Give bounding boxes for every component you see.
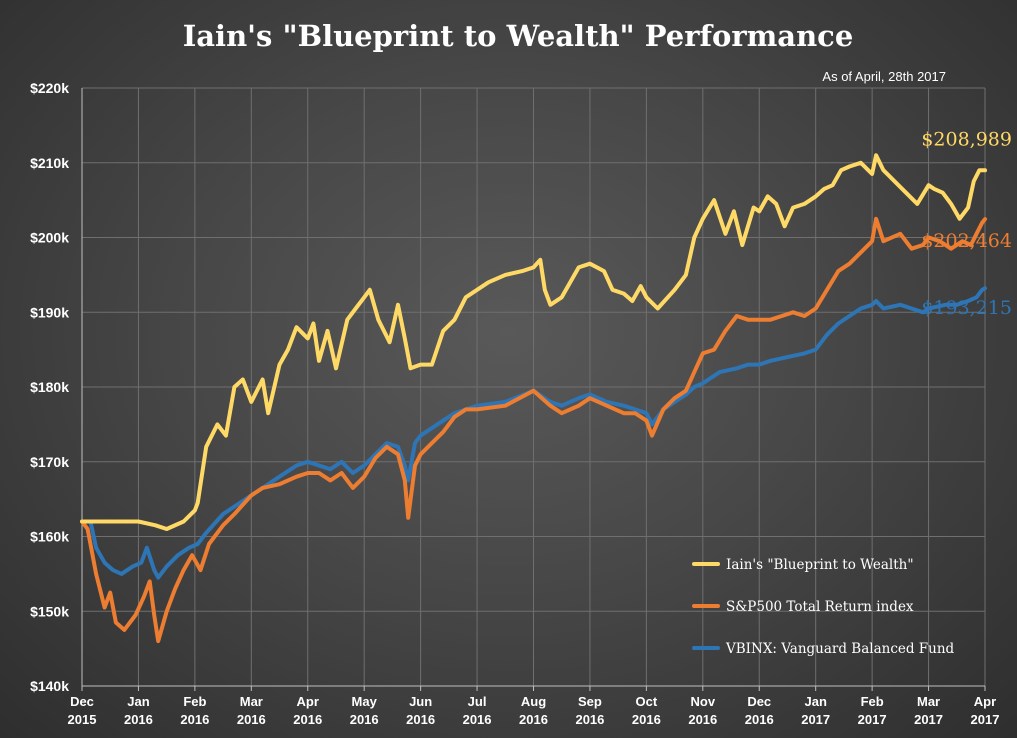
x-tick-year: 2017 <box>971 712 1000 727</box>
x-tick-month: Jun <box>409 694 432 709</box>
x-tick-year: 2015 <box>68 712 97 727</box>
y-tick-label: $150k <box>30 603 69 619</box>
y-tick-label: $160k <box>30 529 69 545</box>
x-tick-year: 2017 <box>858 712 887 727</box>
y-tick-label: $180k <box>30 379 69 395</box>
x-tick-year: 2017 <box>914 712 943 727</box>
x-tick-year: 2016 <box>463 712 492 727</box>
series-line <box>80 216 987 644</box>
x-tick-year: 2016 <box>575 712 604 727</box>
x-tick-month: Mar <box>240 694 263 709</box>
y-tick-label: $170k <box>30 454 69 470</box>
y-tick-label: $220k <box>30 80 69 96</box>
x-tick-year: 2016 <box>688 712 717 727</box>
x-tick-month: Feb <box>183 694 206 709</box>
series-line <box>80 286 987 580</box>
x-tick-month: May <box>352 694 378 709</box>
series-lines <box>80 153 987 644</box>
y-tick-label: $210k <box>30 155 69 171</box>
x-tick-month: Feb <box>861 694 884 709</box>
x-tick-month: Apr <box>297 694 319 709</box>
end-value-labels: $208,989 $202,464 $193,215 <box>921 128 1012 319</box>
chart-subtitle: As of April, 28th 2017 <box>822 69 946 84</box>
x-tick-month: Mar <box>917 694 940 709</box>
x-tick-year: 2016 <box>293 712 322 727</box>
x-tick-year: 2016 <box>180 712 209 727</box>
x-tick-month: Jul <box>468 694 487 709</box>
x-tick-month: Dec <box>747 694 771 709</box>
series-end-label: $208,989 <box>921 128 1012 150</box>
axes <box>81 88 986 691</box>
legend-label: S&P500 Total Return index <box>726 599 914 615</box>
x-tick-month: Nov <box>691 694 716 709</box>
y-tick-label: $200k <box>30 230 69 246</box>
x-tick-year: 2016 <box>745 712 774 727</box>
y-axis-ticks: $140k $150k $160k $170k $180k $190k $200k $210k… <box>30 80 69 694</box>
x-tick-year: 2017 <box>801 712 830 727</box>
x-tick-month: Sep <box>578 694 602 709</box>
x-tick-year: 2016 <box>124 712 153 727</box>
x-tick-month: Jan <box>804 694 826 709</box>
x-tick-month: Oct <box>636 694 658 709</box>
series-end-label: $202,464 <box>921 230 1012 252</box>
x-tick-month: Jan <box>127 694 149 709</box>
x-tick-year: 2016 <box>237 712 266 727</box>
legend-label: VBINX: Vanguard Balanced Fund <box>725 641 955 657</box>
x-axis-ticks: Dec 2015 Jan 2016 Feb 2016 Mar 2016 Apr 2016 May 20… <box>68 694 1000 727</box>
x-tick-month: Dec <box>70 694 94 709</box>
y-tick-label: $190k <box>30 304 69 320</box>
gridlines <box>82 87 986 686</box>
x-tick-year: 2016 <box>350 712 379 727</box>
x-tick-year: 2016 <box>406 712 435 727</box>
x-tick-month: Apr <box>974 694 996 709</box>
y-tick-label: $140k <box>30 678 69 694</box>
x-tick-month: Aug <box>521 694 546 709</box>
series-line <box>80 153 987 531</box>
legend: Iain's "Blueprint to Wealth" S&P500 Total… <box>692 557 955 657</box>
chart-title: Iain's "Blueprint to Wealth" Performance <box>183 19 854 53</box>
x-tick-year: 2016 <box>632 712 661 727</box>
x-tick-year: 2016 <box>519 712 548 727</box>
series-end-label: $193,215 <box>921 297 1012 319</box>
legend-label: Iain's "Blueprint to Wealth" <box>726 557 914 573</box>
